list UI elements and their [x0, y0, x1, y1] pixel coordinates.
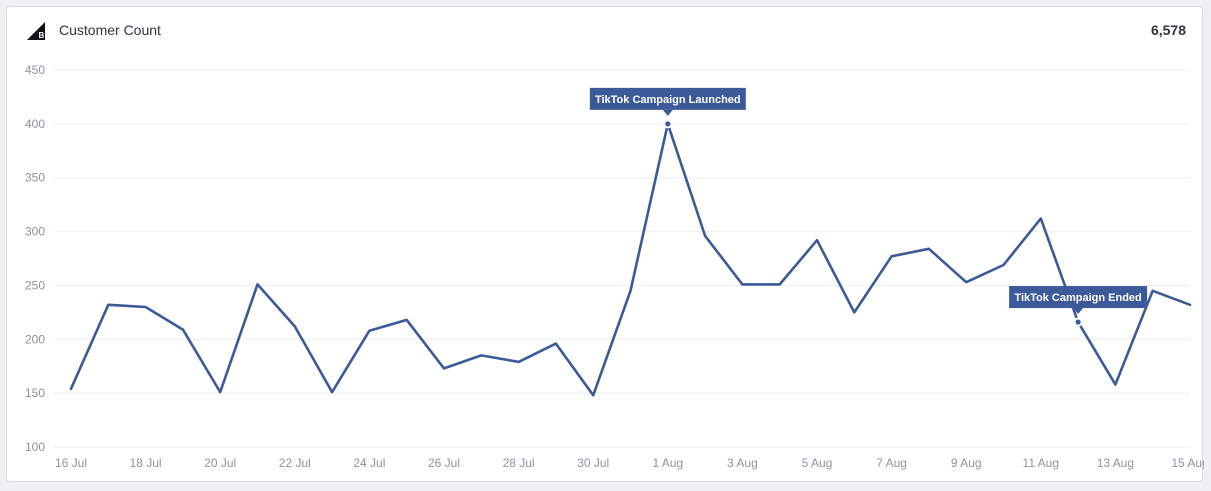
data-point[interactable]: [587, 389, 599, 401]
annotations-layer: TikTok Campaign Launched TikTok Campaign …: [589, 87, 1148, 327]
x-tick-label: 13 Aug: [1097, 456, 1134, 470]
data-point[interactable]: [923, 243, 935, 255]
y-tick-label: 200: [25, 332, 45, 346]
annotation-marker: [1075, 319, 1081, 325]
data-point[interactable]: [65, 383, 77, 395]
data-point[interactable]: [401, 314, 413, 326]
data-point[interactable]: [102, 299, 114, 311]
x-tick-label: 24 Jul: [353, 456, 385, 470]
y-tick-label: 400: [25, 117, 45, 131]
series-layer: [65, 122, 1196, 401]
y-tick-label: 100: [25, 440, 45, 454]
x-tick-label: 9 Aug: [951, 456, 982, 470]
data-point[interactable]: [326, 386, 338, 398]
data-point[interactable]: [513, 356, 525, 368]
svg-text:B: B: [39, 31, 45, 40]
annotation-marker: [665, 121, 671, 127]
grid-lines: [54, 69, 1190, 448]
data-point[interactable]: [140, 301, 152, 313]
data-point[interactable]: [699, 230, 711, 242]
data-point[interactable]: [177, 324, 189, 336]
x-tick-label: 22 Jul: [279, 456, 311, 470]
x-tick-label: 16 Jul: [55, 456, 87, 470]
x-tick-label: 30 Jul: [577, 456, 609, 470]
data-point[interactable]: [886, 250, 898, 262]
x-tick-label: 28 Jul: [503, 456, 535, 470]
data-point[interactable]: [1184, 299, 1196, 311]
data-point[interactable]: [1109, 379, 1121, 391]
data-point[interactable]: [774, 278, 786, 290]
annotation-pointer: [1073, 308, 1084, 315]
x-tick-label: 18 Jul: [130, 456, 162, 470]
annotation-box: [589, 87, 746, 110]
x-tick-label: 11 Aug: [1023, 456, 1059, 470]
data-point[interactable]: [848, 306, 860, 318]
y-axis-ticks: 100 150 200 250 300 350 400 450: [25, 63, 45, 454]
x-tick-label: 3 Aug: [727, 456, 758, 470]
data-point[interactable]: [1147, 285, 1159, 297]
x-tick-label: 26 Jul: [428, 456, 460, 470]
card-title: Customer Count: [59, 22, 161, 38]
y-tick-label: 250: [25, 278, 45, 292]
data-point[interactable]: [960, 276, 972, 288]
data-point[interactable]: [438, 362, 450, 374]
x-tick-label: 20 Jul: [204, 456, 236, 470]
series-line: [69, 122, 1192, 397]
y-tick-label: 150: [25, 386, 45, 400]
y-tick-label: 450: [25, 63, 45, 77]
data-point[interactable]: [214, 386, 226, 398]
data-point[interactable]: [550, 338, 562, 350]
annotation: TikTok Campaign Ended: [1009, 286, 1148, 327]
data-point[interactable]: [811, 234, 823, 246]
data-point[interactable]: [1035, 213, 1047, 225]
annotation-label: TikTok Campaign Ended: [1014, 292, 1141, 304]
x-tick-label: 1 Aug: [652, 456, 683, 470]
data-point[interactable]: [363, 325, 375, 337]
data-point[interactable]: [475, 349, 487, 361]
y-tick-label: 350: [25, 171, 45, 185]
x-tick-label: 7 Aug: [876, 456, 907, 470]
card-header: B Customer Count 6,578: [7, 7, 1202, 55]
annotation-pointer: [662, 109, 673, 116]
y-tick-label: 300: [25, 225, 45, 239]
data-point[interactable]: [736, 278, 748, 290]
x-axis-ticks: 16 Jul 18 Jul 20 Jul 22 Jul 24 Jul 26 Jul 28 J…: [55, 456, 1204, 470]
x-tick-label: 5 Aug: [802, 456, 833, 470]
annotation-label: TikTok Campaign Launched: [595, 94, 741, 106]
data-point[interactable]: [252, 278, 264, 290]
data-point[interactable]: [998, 259, 1010, 271]
bigcommerce-logo-icon: B: [27, 22, 45, 40]
data-point[interactable]: [625, 285, 637, 297]
customer-total: 6,578: [1150, 22, 1186, 38]
customer-count-line-chart: 100 150 200 250 300 350 400 450 16 Jul 18 Jul 20 …: [25, 63, 1204, 470]
customer-count-card: B Customer Count 6,578 100 150 200 250 300 35…: [6, 6, 1204, 482]
x-tick-label: 15 Aug: [1171, 456, 1204, 470]
annotation-box: [1009, 286, 1148, 309]
data-point[interactable]: [289, 320, 301, 332]
annotation: TikTok Campaign Launched: [589, 87, 746, 129]
